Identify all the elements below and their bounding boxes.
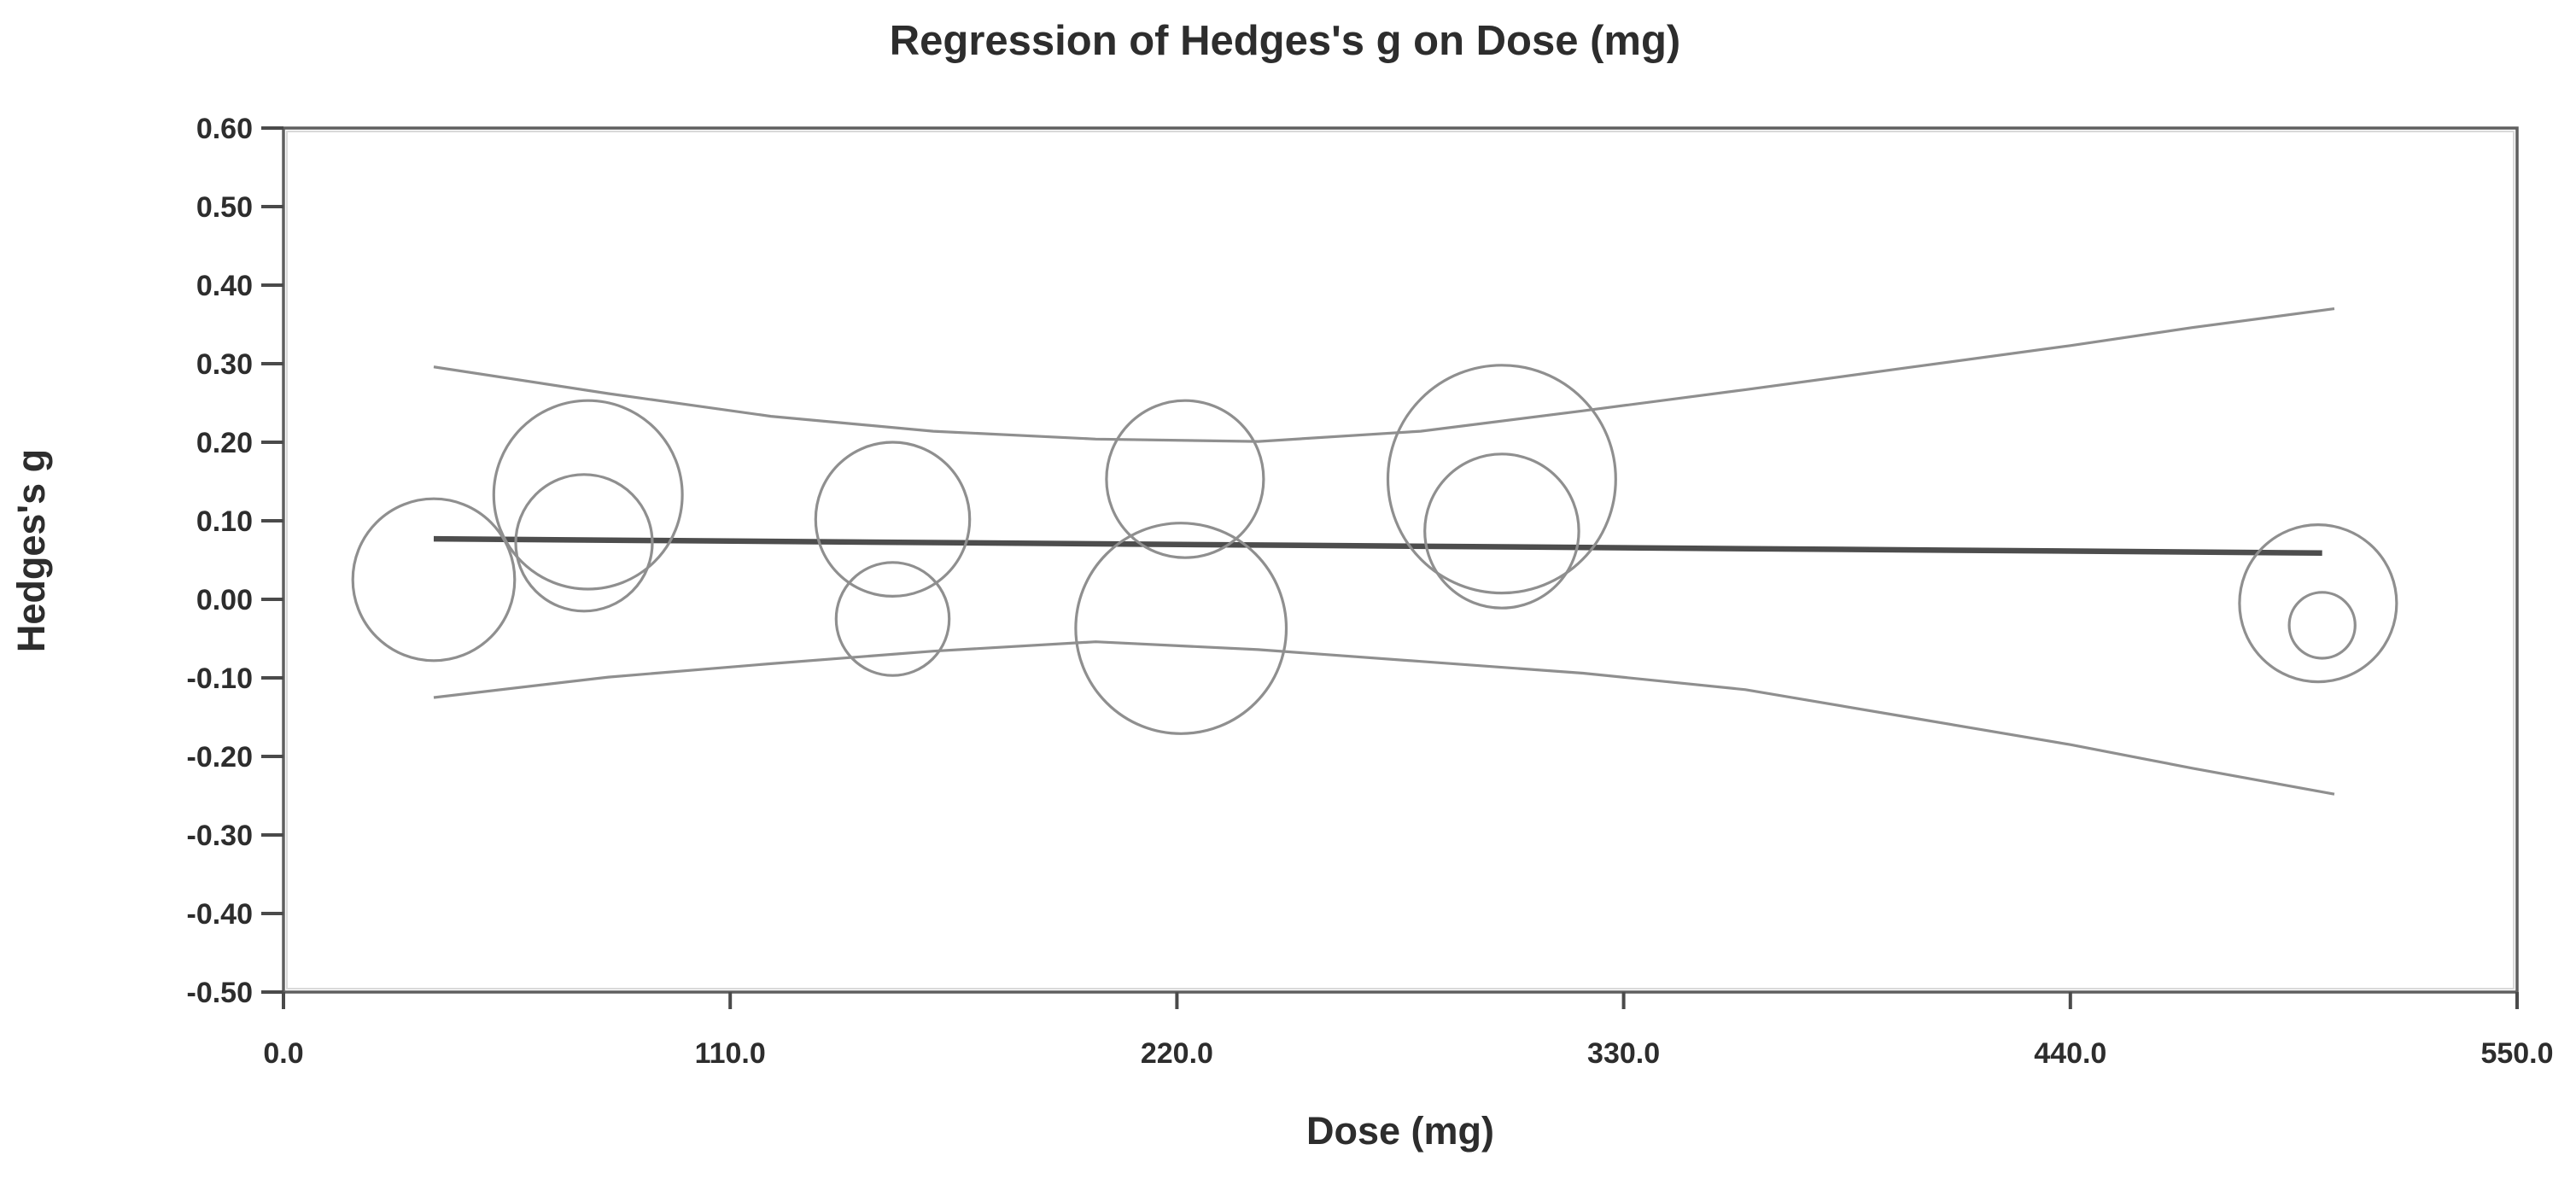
y-tick-label: -0.10 bbox=[187, 663, 254, 695]
y-tick-label: 0.00 bbox=[196, 584, 253, 616]
x-tick-label: 110.0 bbox=[695, 1037, 766, 1070]
x-axis-label: Dose (mg) bbox=[1306, 1109, 1494, 1153]
y-tick-label: -0.20 bbox=[187, 741, 254, 773]
study-bubble bbox=[492, 399, 684, 591]
study-bubble bbox=[351, 497, 517, 663]
x-tick-label: 220.0 bbox=[1141, 1037, 1213, 1070]
study-bubble bbox=[1386, 364, 1617, 595]
regression-line bbox=[433, 535, 2322, 556]
x-tick-label: 330.0 bbox=[1587, 1037, 1660, 1070]
study-bubble bbox=[1074, 522, 1288, 735]
chart-title: Regression of Hedges's g on Dose (mg) bbox=[890, 18, 1680, 64]
y-tick-label: 0.10 bbox=[196, 505, 253, 538]
x-tick-label: 550.0 bbox=[2480, 1037, 2553, 1070]
plot-frame bbox=[282, 126, 2519, 994]
study-bubble bbox=[514, 473, 654, 613]
y-tick-label: -0.50 bbox=[187, 977, 254, 1009]
study-bubble bbox=[834, 561, 951, 677]
ci-lower-line bbox=[433, 640, 2335, 796]
y-tick-label: 0.60 bbox=[196, 113, 253, 145]
x-tick-label: 0.0 bbox=[263, 1037, 303, 1070]
study-bubble bbox=[1423, 452, 1580, 610]
study-bubble bbox=[2287, 591, 2357, 660]
study-bubble bbox=[1105, 399, 1265, 559]
y-tick-label: 0.20 bbox=[196, 427, 253, 459]
study-bubble bbox=[814, 441, 972, 598]
y-tick-label: 0.50 bbox=[196, 191, 253, 224]
frame-highlight bbox=[286, 131, 2515, 989]
y-axis-label: Hedges's g bbox=[9, 449, 53, 652]
y-tick-label: -0.40 bbox=[187, 898, 254, 931]
x-tick-label: 440.0 bbox=[2034, 1037, 2106, 1070]
y-tick-label: 0.40 bbox=[196, 270, 253, 302]
y-tick-label: -0.30 bbox=[187, 820, 254, 852]
plot-area: 0.60 0.50 0.40 0.30 0.20 0.10 0.00 -0.10 -0.20 -0… bbox=[187, 113, 2554, 1070]
ci-upper-line bbox=[433, 307, 2335, 443]
y-tick-label: 0.30 bbox=[196, 348, 253, 381]
study-bubble bbox=[2238, 522, 2398, 684]
